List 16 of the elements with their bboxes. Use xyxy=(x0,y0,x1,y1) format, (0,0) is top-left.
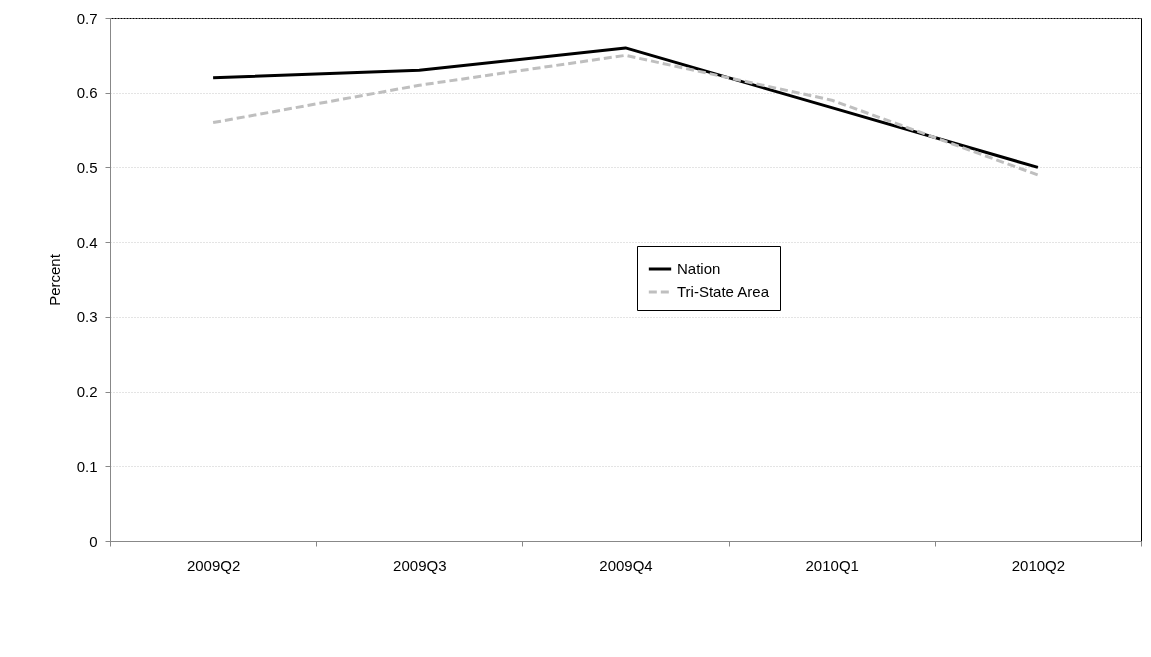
x-tick-label: 2009Q4 xyxy=(599,556,653,574)
legend-label: Tri-State Area xyxy=(677,283,770,300)
y-tick-label: 0.7 xyxy=(76,9,98,27)
y-tick-label: 0.1 xyxy=(76,457,98,475)
y-tick-label: 0 xyxy=(89,532,98,550)
y-tick-label: 0.3 xyxy=(76,308,98,326)
legend-label: Nation xyxy=(677,260,721,277)
y-tick-label: 0.6 xyxy=(76,84,98,102)
y-tick-label: 0.4 xyxy=(76,233,98,251)
y-axis-title: Percent xyxy=(45,253,63,306)
x-tick-label: 2009Q3 xyxy=(393,556,447,574)
x-tick-label: 2010Q2 xyxy=(1011,556,1066,574)
y-tick-label: 0.2 xyxy=(76,383,98,401)
x-tick-label: 2009Q2 xyxy=(186,556,241,574)
x-tick-label: 2010Q1 xyxy=(805,556,859,574)
y-tick-label: 0.5 xyxy=(76,158,98,176)
